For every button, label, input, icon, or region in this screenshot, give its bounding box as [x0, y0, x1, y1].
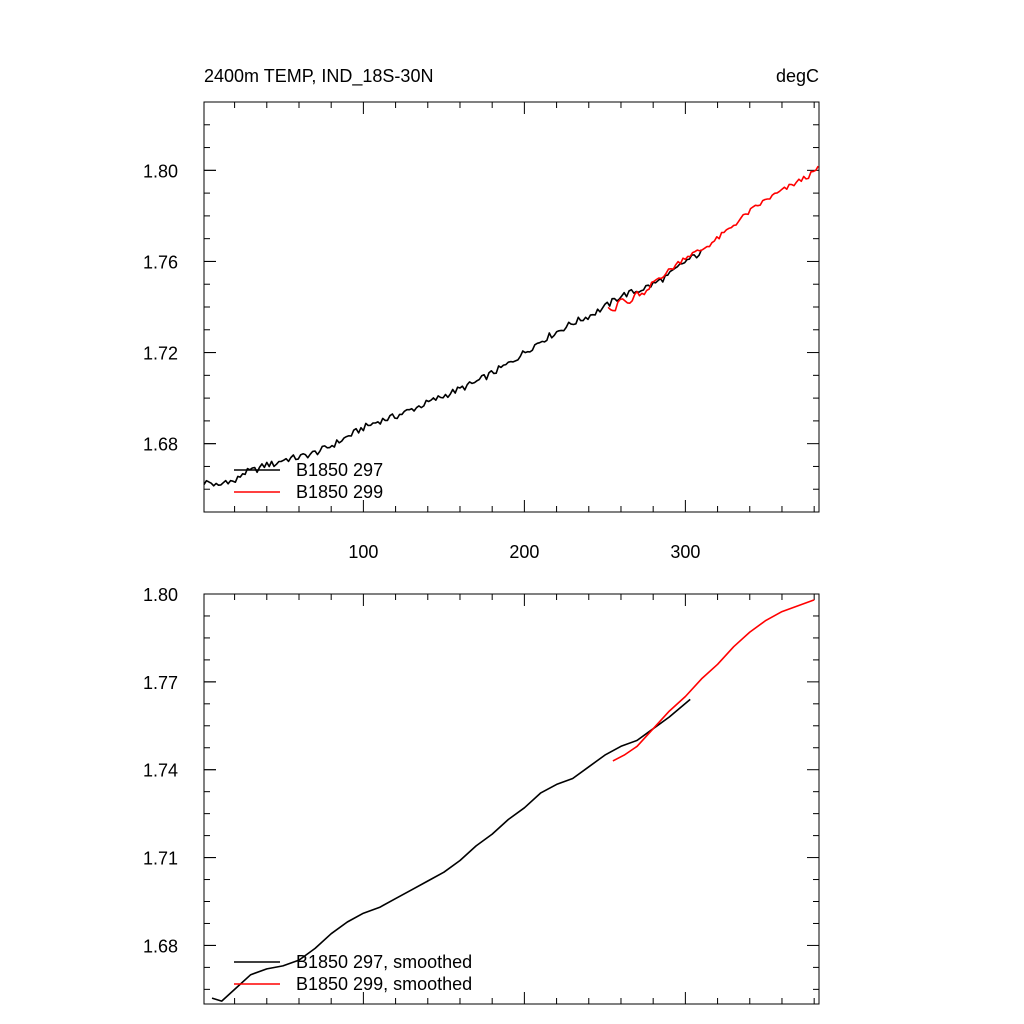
- bottom-y-tick-label: 1.74: [143, 761, 178, 781]
- top-chart-units: degC: [776, 66, 819, 86]
- bottom-plot-frame: [203, 593, 820, 1005]
- top-y-tick-label: 1.80: [143, 161, 178, 181]
- top-chart-title: 2400m TEMP, IND_18S-30N: [204, 66, 433, 87]
- bottom-panel: 1.68 1.71 1.74 1.77 1.80 B1850 297, smoo…: [143, 585, 820, 1005]
- series-line-b1850-297: [203, 249, 703, 487]
- legend-label-b1850-297-smoothed: B1850 297, smoothed: [296, 952, 472, 972]
- top-y-tick-label: 1.76: [143, 252, 178, 272]
- legend-label-b1850-297: B1850 297: [296, 460, 383, 480]
- top-panel: 2400m TEMP, IND_18S-30N degC 1.68 1.72 1…: [143, 66, 820, 562]
- top-x-tick-labels: 100 200 300: [348, 542, 700, 562]
- bottom-y-tick-label: 1.68: [143, 936, 178, 956]
- legend-label-b1850-299-smoothed: B1850 299, smoothed: [296, 974, 472, 994]
- series-line-b1850-297-smoothed: [211, 698, 691, 1002]
- bottom-y-tick-label: 1.71: [143, 849, 178, 869]
- top-x-tick-label: 300: [670, 542, 700, 562]
- series-line-b1850-299: [607, 165, 819, 312]
- series-line-b1850-299-smoothed: [612, 599, 815, 762]
- bottom-legend: B1850 297, smoothed B1850 299, smoothed: [234, 952, 472, 994]
- bottom-y-tick-labels: 1.68 1.71 1.74 1.77 1.80: [143, 585, 178, 956]
- bottom-axis-ticks: [204, 593, 819, 1004]
- top-plot-frame: [203, 101, 820, 513]
- bottom-y-tick-label: 1.80: [143, 585, 178, 605]
- top-x-tick-label: 200: [509, 542, 539, 562]
- top-y-tick-labels: 1.68 1.72 1.76 1.80: [143, 161, 178, 454]
- top-axis-ticks: [204, 101, 819, 513]
- bottom-y-tick-label: 1.77: [143, 673, 178, 693]
- top-x-tick-label: 100: [348, 542, 378, 562]
- top-y-tick-label: 1.72: [143, 344, 178, 364]
- top-y-tick-label: 1.68: [143, 435, 178, 455]
- legend-label-b1850-299: B1850 299: [296, 482, 383, 502]
- top-legend: B1850 297 B1850 299: [234, 460, 383, 502]
